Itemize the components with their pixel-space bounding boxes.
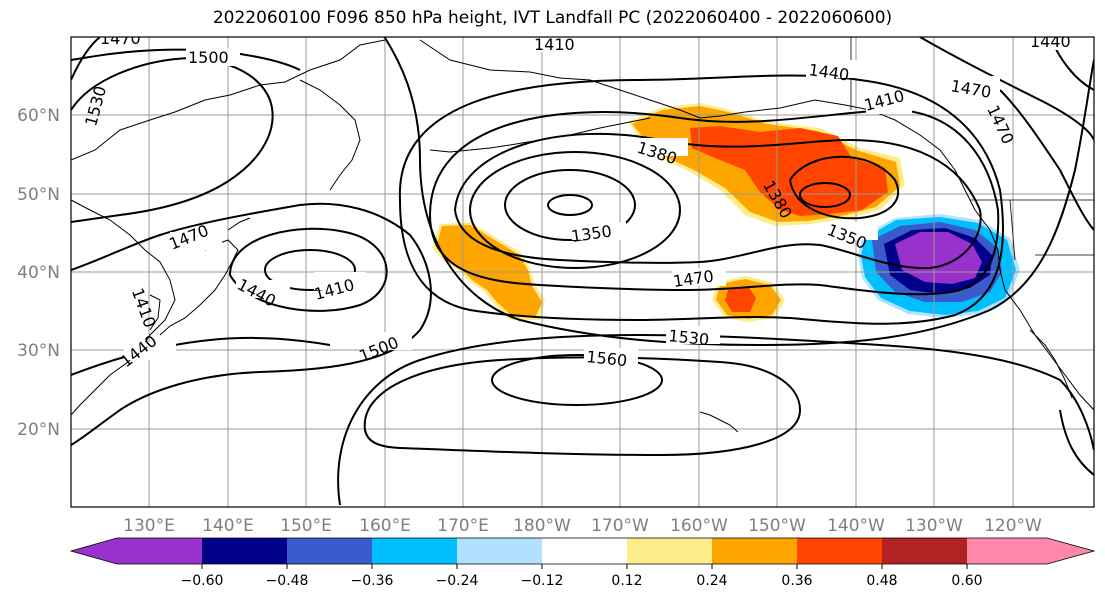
colorbar-tick-label: 0.48 <box>866 573 897 589</box>
colorbar-tick-label: −0.24 <box>436 573 479 589</box>
colorbar-segment <box>117 538 202 564</box>
contour-label: 1470 <box>100 29 141 48</box>
lon-label: 130°E <box>123 516 175 536</box>
contour-label: 1530 <box>668 326 710 349</box>
lat-label-60: 60°N <box>17 106 60 126</box>
colorbar-segment <box>287 538 372 564</box>
longitude-labels: 130°E 140°E 150°E 160°E 170°E 180°W 170°… <box>123 516 1042 536</box>
lon-label: 120°W <box>984 516 1042 536</box>
gridlines <box>71 37 1094 507</box>
coastlines <box>71 37 1094 433</box>
colorbar-segment <box>202 538 287 564</box>
colorbar-tick-label: 0.36 <box>781 573 812 589</box>
lon-label: 170°W <box>591 516 649 536</box>
contour-label: 1440 <box>1030 32 1071 51</box>
map-title: 2022060100 F096 850 hPa height, IVT Land… <box>212 8 893 28</box>
contour-label: 1500 <box>188 48 229 67</box>
lat-label-50: 50°N <box>17 185 60 205</box>
colorbar-segment <box>627 538 712 564</box>
colorbar-tick-label: −0.12 <box>521 573 564 589</box>
colorbar-extend-left <box>71 538 117 564</box>
lon-label: 160°E <box>359 516 411 536</box>
colorbar-segment <box>882 538 967 564</box>
colorbar-segment <box>457 538 542 564</box>
contour-labels: 1470 1500 1410 1440 1530 1470 1440 1410 … <box>81 29 1080 371</box>
map-frame <box>70 36 1095 508</box>
lon-label: 180°W <box>513 516 571 536</box>
lon-label: 150°E <box>280 516 332 536</box>
lon-label: 160°W <box>670 516 728 536</box>
colorbar-tick-label: −0.36 <box>351 573 394 589</box>
negative-region-purple <box>895 232 982 284</box>
colorbar: −0.60 −0.48 −0.36 −0.24 −0.12 0.12 0.24 … <box>69 537 1096 589</box>
colorbar-extend-right <box>967 538 1094 564</box>
lon-label: 140°W <box>827 516 885 536</box>
lat-label-20: 20°N <box>17 420 60 440</box>
contour-label: 1560 <box>586 347 628 370</box>
colorbar-tick-label: 0.24 <box>696 573 727 589</box>
colorbar-segment <box>542 538 627 564</box>
lat-label-30: 30°N <box>17 341 60 361</box>
lon-label: 130°W <box>905 516 963 536</box>
colorbar-segment <box>712 538 797 564</box>
colorbar-segment <box>797 538 882 564</box>
lon-label: 150°W <box>748 516 806 536</box>
colorbar-segment <box>372 538 457 564</box>
positive-region-subtropical-red <box>725 286 756 312</box>
colorbar-tick-label: −0.48 <box>266 573 309 589</box>
colorbar-ticks <box>201 564 968 569</box>
lat-label-40: 40°N <box>17 263 60 283</box>
colorbar-tick-label: −0.60 <box>181 573 224 589</box>
colorbar-tick-label: 0.12 <box>611 573 642 589</box>
latitude-labels: 60°N 50°N 40°N 30°N 20°N <box>17 106 60 440</box>
contour-label: 1410 <box>534 35 575 54</box>
lon-label: 170°E <box>437 516 489 536</box>
colorbar-tick-label: 0.60 <box>951 573 982 589</box>
colorbar-outline <box>69 537 1096 565</box>
height-contours <box>71 37 1094 506</box>
lon-label: 140°E <box>202 516 254 536</box>
